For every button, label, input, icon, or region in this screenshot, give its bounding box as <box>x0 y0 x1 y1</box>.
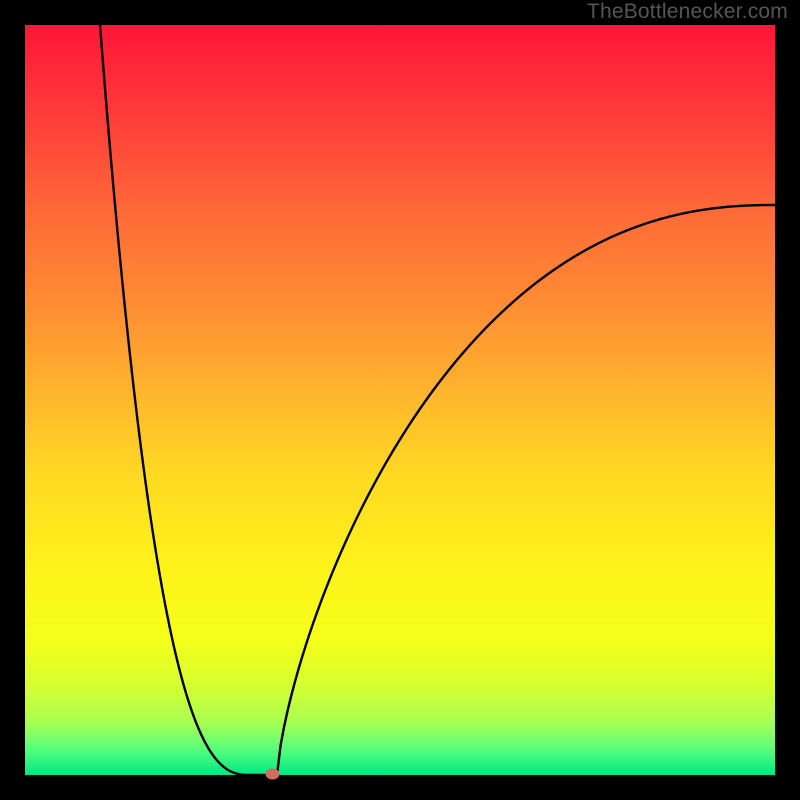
chart-gradient-background <box>25 25 775 775</box>
optimum-marker <box>266 769 280 780</box>
watermark-text: TheBottlenecker.com <box>587 0 788 24</box>
chart-container: TheBottlenecker.com <box>0 0 800 800</box>
bottleneck-chart <box>0 0 800 800</box>
